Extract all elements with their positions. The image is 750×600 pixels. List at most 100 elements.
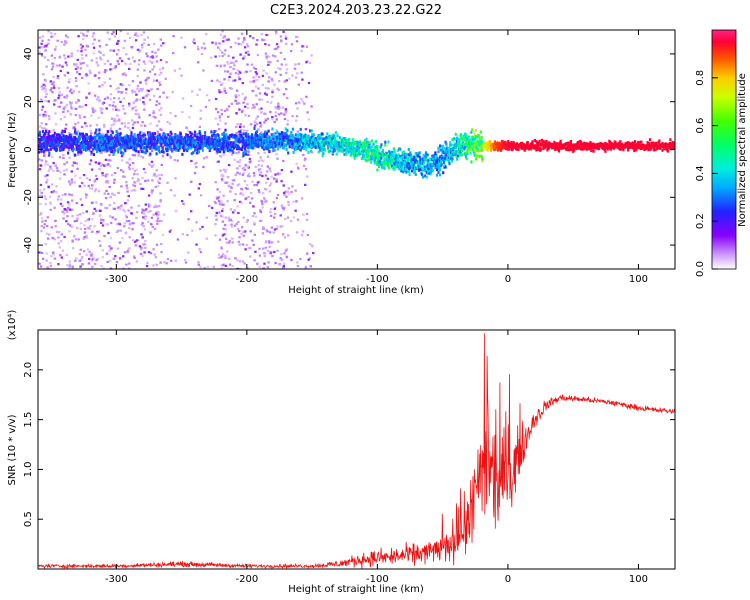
noise-cell — [195, 221, 198, 224]
noise-cell — [94, 94, 97, 97]
noise-cell — [38, 158, 41, 161]
ridge-cell — [327, 146, 330, 150]
noise-cell — [223, 89, 226, 93]
ridge-cell — [195, 135, 198, 139]
noise-cell — [76, 226, 79, 230]
ridge-cell — [259, 143, 262, 147]
ridge-cell — [445, 142, 448, 146]
noise-cell — [245, 43, 249, 46]
noise-cell — [283, 236, 286, 239]
noise-cell — [69, 105, 73, 108]
noise-cell — [240, 187, 243, 190]
ridge-cell — [442, 171, 445, 175]
noise-cell — [142, 101, 145, 104]
noise-cell — [41, 220, 44, 223]
noise-cell — [47, 38, 50, 42]
noise-cell — [55, 64, 59, 67]
noise-cell — [119, 149, 123, 152]
ridge-cell — [242, 151, 245, 155]
ridge-cell — [161, 150, 164, 153]
noise-cell — [304, 157, 307, 160]
noise-cell — [109, 159, 112, 162]
noise-cell — [166, 96, 169, 99]
noise-cell — [252, 76, 255, 79]
noise-cell — [97, 162, 101, 165]
noise-cell — [84, 227, 87, 231]
noise-cell — [143, 102, 146, 106]
ridge-cell — [455, 155, 458, 159]
noise-cell — [296, 166, 300, 169]
ridge-cell — [44, 132, 47, 136]
ridge-cell — [47, 148, 50, 152]
noise-cell — [270, 226, 274, 229]
ridge-cell — [150, 139, 153, 143]
noise-cell — [221, 173, 224, 177]
noise-cell — [75, 85, 78, 88]
ridge-cell — [94, 138, 97, 141]
ridge-cell — [479, 139, 482, 143]
noise-cell — [260, 219, 263, 222]
noise-cell — [241, 260, 245, 263]
noise-cell — [212, 265, 216, 268]
noise-cell — [227, 38, 230, 41]
ridge-cell — [201, 145, 204, 149]
ridge-cell — [241, 145, 244, 149]
noise-cell — [310, 105, 313, 108]
ridge-cell — [49, 134, 52, 138]
noise-cell — [136, 121, 139, 124]
noise-cell — [206, 265, 210, 269]
noise-cell — [43, 127, 46, 130]
ridge-cell — [460, 153, 464, 156]
noise-cell — [40, 191, 43, 195]
ridge-cell — [42, 135, 45, 139]
noise-cell — [82, 61, 85, 65]
ridge-cell — [121, 151, 124, 155]
noise-cell — [134, 105, 137, 109]
noise-cell — [91, 230, 94, 233]
noise-cell — [226, 108, 229, 111]
noise-cell — [61, 205, 64, 208]
ridge-cell — [273, 143, 276, 147]
noise-cell — [304, 128, 308, 131]
noise-cell — [165, 262, 168, 265]
noise-cell — [80, 53, 84, 56]
noise-cell — [241, 41, 245, 44]
ridge-cell — [457, 139, 460, 142]
noise-cell — [284, 37, 288, 40]
noise-cell — [268, 190, 271, 193]
noise-cell — [114, 255, 117, 258]
ridge-cell — [444, 156, 447, 160]
noise-cell — [225, 237, 228, 240]
ridge-cell — [138, 137, 141, 141]
noise-cell — [136, 68, 140, 71]
noise-cell — [142, 132, 145, 135]
noise-cell — [76, 66, 79, 69]
ridge-cell — [183, 138, 186, 142]
noise-cell — [95, 61, 98, 64]
noise-cell — [44, 175, 47, 178]
noise-cell — [273, 120, 276, 124]
noise-cell — [75, 101, 78, 104]
ridge-cell — [244, 134, 247, 138]
noise-cell — [192, 40, 195, 43]
noise-cell — [251, 80, 254, 83]
noise-cell — [71, 199, 74, 202]
noise-cell — [133, 184, 137, 188]
ridge-cell — [244, 150, 247, 154]
ridge-cell — [205, 138, 208, 142]
noise-cell — [128, 262, 131, 265]
noise-cell — [56, 75, 60, 78]
ridge-cell — [155, 152, 158, 156]
noise-cell — [265, 228, 268, 232]
noise-cell — [96, 258, 99, 261]
noise-cell — [258, 98, 261, 101]
noise-cell — [44, 88, 47, 91]
noise-cell — [154, 256, 157, 259]
noise-cell — [40, 251, 44, 254]
noise-cell — [86, 64, 89, 67]
noise-cell — [233, 158, 236, 161]
ridge-cell — [470, 140, 473, 144]
noise-cell — [81, 263, 84, 266]
ridge-cell — [291, 145, 294, 149]
